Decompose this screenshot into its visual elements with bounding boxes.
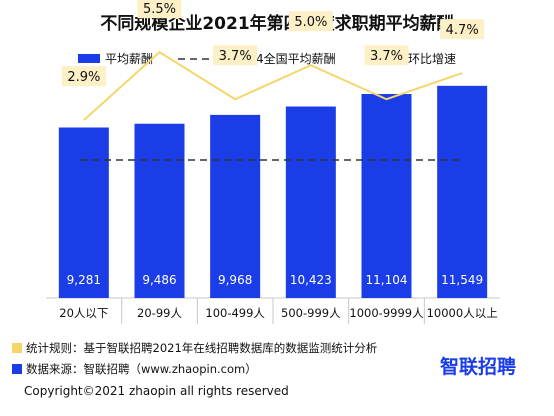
bar-0	[58, 127, 109, 298]
legend-line-label: 环比增速	[408, 52, 456, 66]
growth-label-2: 3.7%	[219, 49, 252, 64]
growth-label-box-1	[137, 0, 182, 19]
x-tick-label-2: 100-499人	[205, 306, 265, 320]
growth-label-4: 3.7%	[370, 49, 403, 64]
x-tick-label-0: 20人以下	[59, 306, 108, 320]
copyright: Copyright©2021 zhaopin all rights reserv…	[24, 384, 289, 398]
bar-value-label-0: 9,281	[67, 273, 101, 287]
bar-value-label-3: 10,423	[290, 273, 332, 287]
note-source-text: 数据来源：智联招聘（www.zhaopin.com）	[26, 362, 257, 376]
zhaopin-logo: 智联招聘	[440, 352, 516, 379]
growth-label-3: 5.0%	[294, 15, 327, 30]
x-tick-label-3: 500-999人	[281, 306, 341, 320]
growth-label-box-3	[288, 11, 333, 32]
bar-value-label-5: 11,549	[441, 273, 483, 287]
bar-1	[134, 123, 185, 298]
bar-4	[361, 94, 412, 298]
growth-label-1: 5.5%	[143, 2, 176, 17]
growth-labels: 2.9% 5.5% 3.7% 5.0% 3.7% 4.7%	[61, 0, 485, 87]
x-tick-label-1: 20-99人	[137, 306, 182, 320]
note-rule-swatch	[12, 343, 22, 353]
bar-2	[210, 114, 261, 298]
bar-5	[437, 85, 488, 298]
growth-line	[83, 50, 463, 121]
note-rule-text: 统计规则：基于智联招聘2021年在线招聘数据库的数据监测统计分析	[26, 341, 378, 355]
x-tick-label-4: 1000-9999人	[349, 306, 424, 320]
growth-label-5: 4.7%	[446, 23, 479, 38]
x-tick-labels: 20人以下 20-99人 100-499人 500-999人 1000-9999人 100…	[59, 298, 498, 324]
growth-label-box-2	[213, 45, 258, 66]
logo-text: 智联招聘	[440, 356, 517, 378]
x-tick-label-5: 10000人以上	[427, 306, 498, 320]
note-source: 数据来源：智联招聘（www.zhaopin.com）	[12, 361, 257, 377]
growth-label-box-0	[61, 66, 106, 87]
bar-value-label-4: 11,104	[366, 273, 408, 287]
bar-value-label-2: 9,968	[218, 273, 252, 287]
note-rule: 统计规则：基于智联招聘2021年在线招聘数据库的数据监测统计分析	[12, 340, 377, 356]
legend-bar-label: 平均薪酬	[105, 52, 153, 66]
growth-label-box-5	[440, 19, 485, 40]
bar-value-label-1: 9,486	[142, 273, 176, 287]
chart-title: 不同规模企业2021年第四季度求职期平均薪酬	[100, 13, 453, 34]
note-source-swatch	[12, 364, 22, 374]
growth-label-0: 2.9%	[67, 70, 100, 85]
legend-bar-swatch	[78, 54, 100, 63]
bars: 9,281 9,486 9,968 10,423 11,104 11,549	[58, 85, 488, 298]
growth-label-box-4	[364, 45, 409, 66]
bar-3	[285, 106, 336, 298]
